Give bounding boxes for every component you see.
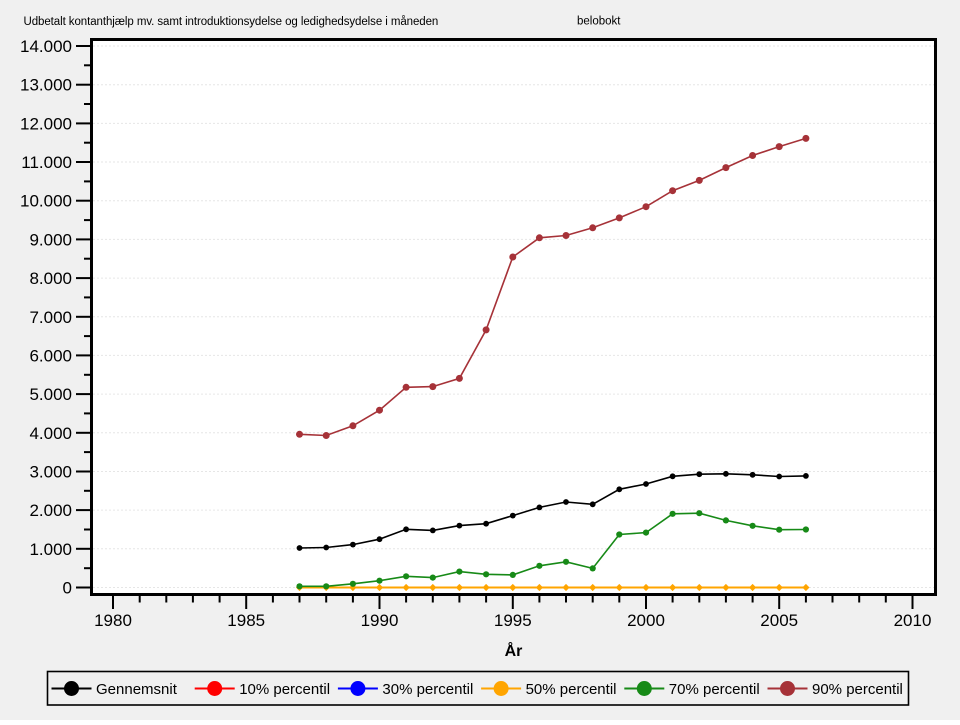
svg-text:1980: 1980 — [94, 611, 132, 630]
svg-text:3.000: 3.000 — [29, 463, 72, 482]
svg-text:14.000: 14.000 — [20, 37, 72, 56]
svg-text:7.000: 7.000 — [29, 308, 72, 327]
svg-text:70% percentil: 70% percentil — [669, 681, 760, 698]
svg-text:2000: 2000 — [627, 611, 665, 630]
svg-text:10.000: 10.000 — [20, 192, 72, 211]
svg-text:9.000: 9.000 — [29, 230, 72, 249]
svg-text:2005: 2005 — [760, 611, 798, 630]
svg-text:1985: 1985 — [227, 611, 265, 630]
svg-text:50% percentil: 50% percentil — [526, 681, 617, 698]
svg-text:12.000: 12.000 — [20, 114, 72, 133]
svg-text:8.000: 8.000 — [29, 269, 72, 288]
svg-text:5.000: 5.000 — [29, 385, 72, 404]
svg-text:6.000: 6.000 — [29, 346, 72, 365]
svg-text:2010: 2010 — [894, 611, 932, 630]
svg-text:1995: 1995 — [494, 611, 532, 630]
svg-text:1990: 1990 — [361, 611, 399, 630]
svg-text:13.000: 13.000 — [20, 76, 72, 95]
svg-text:Udbetalt kontanthjælp mv. samt: Udbetalt kontanthjælp mv. samt introdukt… — [24, 16, 439, 28]
svg-text:belobokt: belobokt — [577, 16, 621, 28]
svg-text:Gennemsnit: Gennemsnit — [96, 681, 178, 698]
svg-text:4.000: 4.000 — [29, 424, 72, 443]
svg-text:90% percentil: 90% percentil — [812, 681, 903, 698]
svg-text:11.000: 11.000 — [21, 153, 72, 172]
svg-text:0: 0 — [63, 579, 72, 598]
svg-text:30% percentil: 30% percentil — [382, 681, 473, 698]
svg-text:1.000: 1.000 — [29, 540, 72, 559]
svg-text:2.000: 2.000 — [29, 501, 72, 520]
svg-text:År: År — [505, 641, 523, 660]
svg-text:10% percentil: 10% percentil — [239, 681, 330, 698]
